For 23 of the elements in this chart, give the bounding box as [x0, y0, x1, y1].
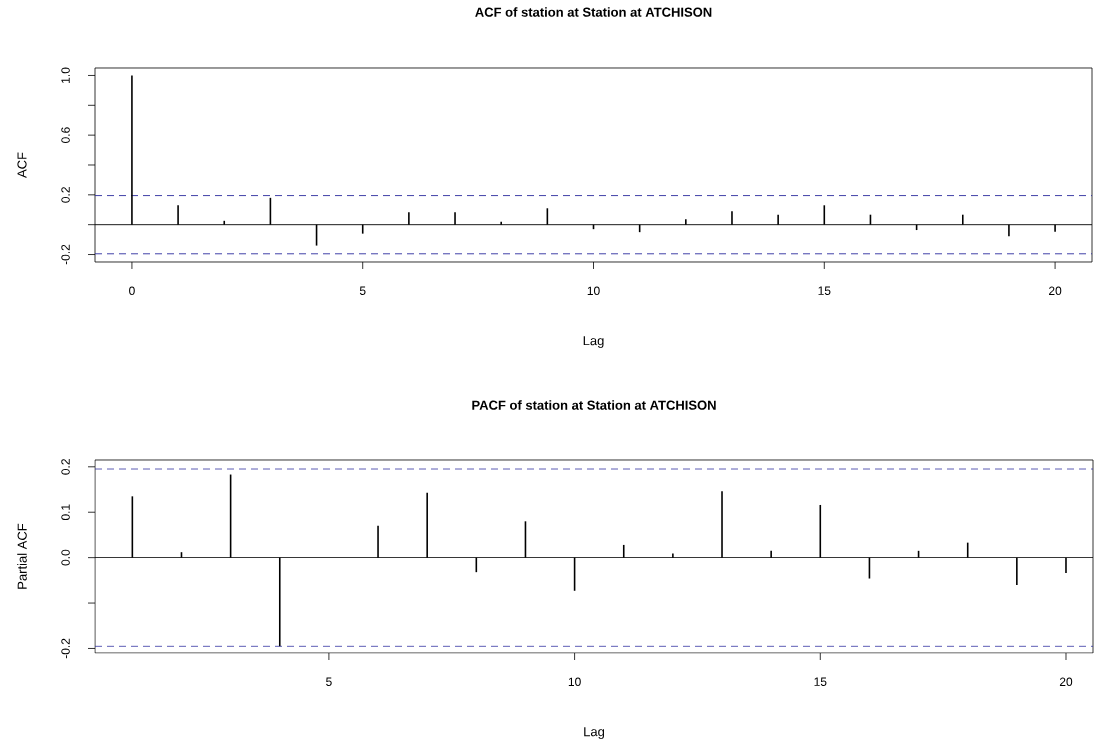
y-tick-label: 0.1 [61, 504, 70, 521]
y-axis-title: Partial ACF [17, 523, 27, 589]
chart-title: PACF of station at Station at ATCHISON [472, 400, 716, 410]
x-tick-label: 20 [1059, 677, 1073, 687]
x-tick-label: 5 [359, 286, 366, 295]
y-tick-label: -0.2 [61, 244, 70, 265]
x-axis-title: Lag [583, 336, 604, 348]
y-tick-label: 0.2 [61, 187, 70, 203]
y-tick-label: 1.0 [61, 67, 70, 83]
x-tick-label: 10 [568, 677, 581, 687]
y-axis-title: ACF [17, 152, 27, 178]
x-tick-label: 10 [587, 286, 600, 296]
x-tick-label: 0 [129, 286, 135, 296]
chart-title: ACF of station at Station at ATCHISON [475, 7, 712, 17]
x-tick-label: 15 [818, 286, 831, 295]
x-tick-label: 15 [814, 677, 827, 686]
x-axis-title: Lag [584, 727, 605, 739]
x-tick-label: 20 [1049, 286, 1062, 296]
y-tick-label: 0.0 [61, 549, 70, 566]
y-tick-label: 0.2 [61, 459, 70, 475]
x-tick-label: 5 [326, 677, 332, 686]
y-tick-label: -0.2 [61, 638, 70, 659]
y-tick-label: 0.6 [61, 127, 70, 144]
